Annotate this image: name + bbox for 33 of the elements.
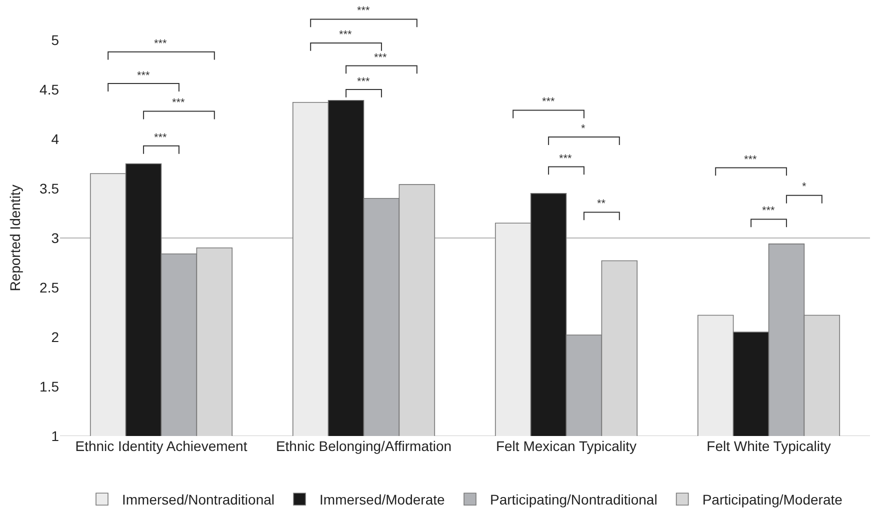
legend-label: Immersed/Nontraditional <box>122 492 275 508</box>
annotation: *** <box>374 52 388 64</box>
annotation: *** <box>137 70 151 82</box>
y-tick-label: 1.5 <box>40 378 60 394</box>
annotation: *** <box>172 97 186 109</box>
text: *** <box>357 5 371 17</box>
y-tick-label: 3 <box>51 230 60 246</box>
y-tick-label: 3.5 <box>40 180 60 196</box>
annotation: ** <box>597 198 606 210</box>
x-tick-label: Felt Mexican Typicality <box>496 438 637 454</box>
legend-label: Participating/Nontraditional <box>490 492 658 508</box>
y-tick-label: 4.5 <box>40 81 60 98</box>
y-axis-title: Reported Identity <box>7 184 24 292</box>
y-tick-label: 4 <box>51 130 60 147</box>
annotation: * <box>581 123 586 135</box>
annotation: *** <box>559 153 573 165</box>
annotation: *** <box>154 132 168 144</box>
y-tick-label: 2 <box>51 328 60 345</box>
annotation: *** <box>154 38 168 50</box>
x-tick-label: Felt White Typicality <box>706 438 831 454</box>
annotation: *** <box>357 76 371 88</box>
legend-label: Immersed/Moderate <box>320 492 445 508</box>
annotation: *** <box>744 154 758 166</box>
x-tick-label: Ethnic Identity Achievement <box>75 438 248 454</box>
annotation: *** <box>339 29 353 41</box>
annotation: * <box>802 181 807 193</box>
y-tick-label: 2.5 <box>40 279 60 296</box>
legend-label: Participating/Moderate <box>702 492 843 508</box>
y-tick-label: 5 <box>51 32 60 48</box>
x-tick-label: Ethnic Belonging/Affirmation <box>276 438 452 454</box>
y-tick-label: 1 <box>51 428 60 444</box>
annotation: *** <box>542 96 556 108</box>
annotation: *** <box>762 205 776 217</box>
